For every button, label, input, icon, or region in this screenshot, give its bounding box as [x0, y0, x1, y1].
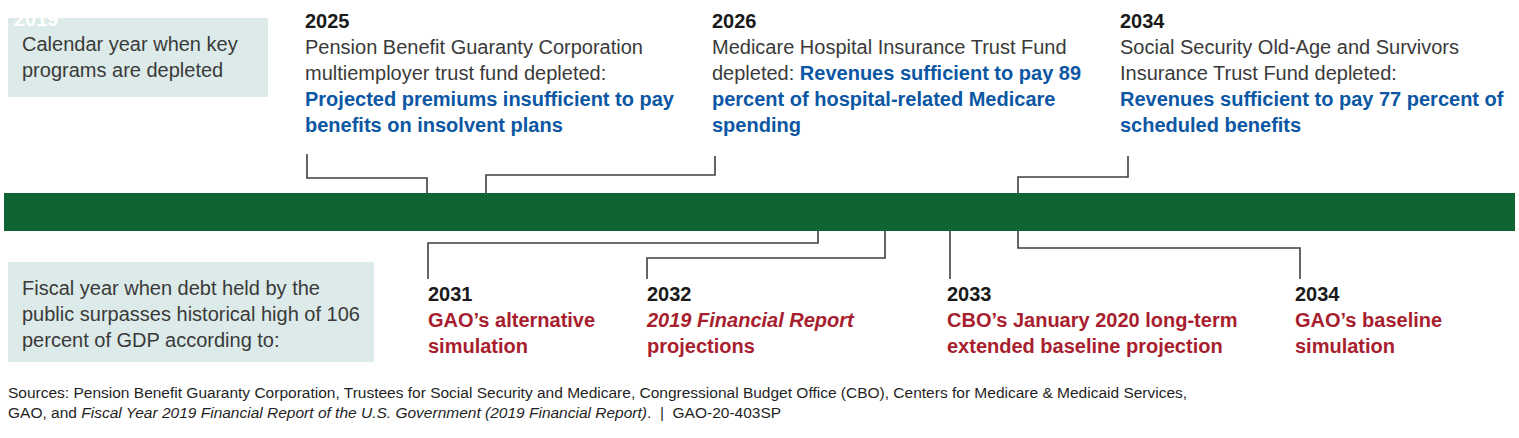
callout-2034-social-security: 2034 Social Security Old-Age and Survivo… [1120, 8, 1519, 138]
callout-body: Social Security Old-Age and Survivors In… [1120, 34, 1519, 138]
callout-2033-cbo-baseline: 2033 CBO’s January 2020 long-term extend… [947, 281, 1295, 359]
callout-text-part: CBO’s January 2020 long-term extended ba… [947, 309, 1237, 357]
callout-text-part: GAO’s baseline simulation [1295, 309, 1442, 357]
callout-2025-pbgc: 2025 Pension Benefit Guaranty Corporatio… [305, 8, 693, 138]
callout-emphasis: Revenues sufficient to pay 77 percent of… [1120, 86, 1519, 138]
callout-2034-gao-baseline: 2034 GAO’s baseline simulation [1295, 281, 1475, 359]
callout-description: Pension Benefit Guaranty Corporation mul… [305, 36, 643, 84]
axis-year-2019: 2019 [14, 0, 59, 38]
callout-year: 2026 [712, 8, 1090, 34]
callout-body: Medicare Hospital Insurance Trust Fund d… [712, 34, 1090, 138]
callout-year: 2034 [1120, 8, 1519, 34]
callout-body: GAO’s alternative simulation [428, 307, 608, 359]
callout-year: 2025 [305, 8, 693, 34]
callout-2031-gao-alternative: 2031 GAO’s alternative simulation [428, 281, 608, 359]
connector-2031 [428, 230, 818, 279]
callout-year: 2032 [647, 281, 865, 307]
callout-year: 2033 [947, 281, 1295, 307]
callout-year: 2034 [1295, 281, 1475, 307]
callout-italic-part: 2019 Financial Report [647, 309, 854, 331]
connector-2034-top [1018, 156, 1128, 195]
callout-body: 2019 Financial Report projections [647, 307, 865, 359]
connector-2032 [647, 230, 885, 279]
callout-text-part: GAO’s alternative simulation [428, 309, 595, 357]
callout-emphasis: Projected premiums insufficient to pay b… [305, 86, 693, 138]
connector-2025 [307, 154, 427, 195]
timeline-bar [4, 193, 1515, 231]
callout-2032-financial-report: 2032 2019 Financial Report projections [647, 281, 865, 359]
callout-description: Social Security Old-Age and Survivors In… [1120, 36, 1459, 84]
callout-2026-medicare-hi: 2026 Medicare Hospital Insurance Trust F… [712, 8, 1090, 138]
connector-2034-bottom [1018, 230, 1300, 279]
callout-body: Pension Benefit Guaranty Corporation mul… [305, 34, 693, 138]
callout-body: CBO’s January 2020 long-term extended ba… [947, 307, 1295, 359]
callout-year: 2031 [428, 281, 608, 307]
callout-body: GAO’s baseline simulation [1295, 307, 1475, 359]
timeline-figure: Calendar year when key programs are depl… [0, 0, 1519, 438]
connector-2026 [486, 156, 715, 195]
callout-text-part: projections [647, 335, 755, 357]
